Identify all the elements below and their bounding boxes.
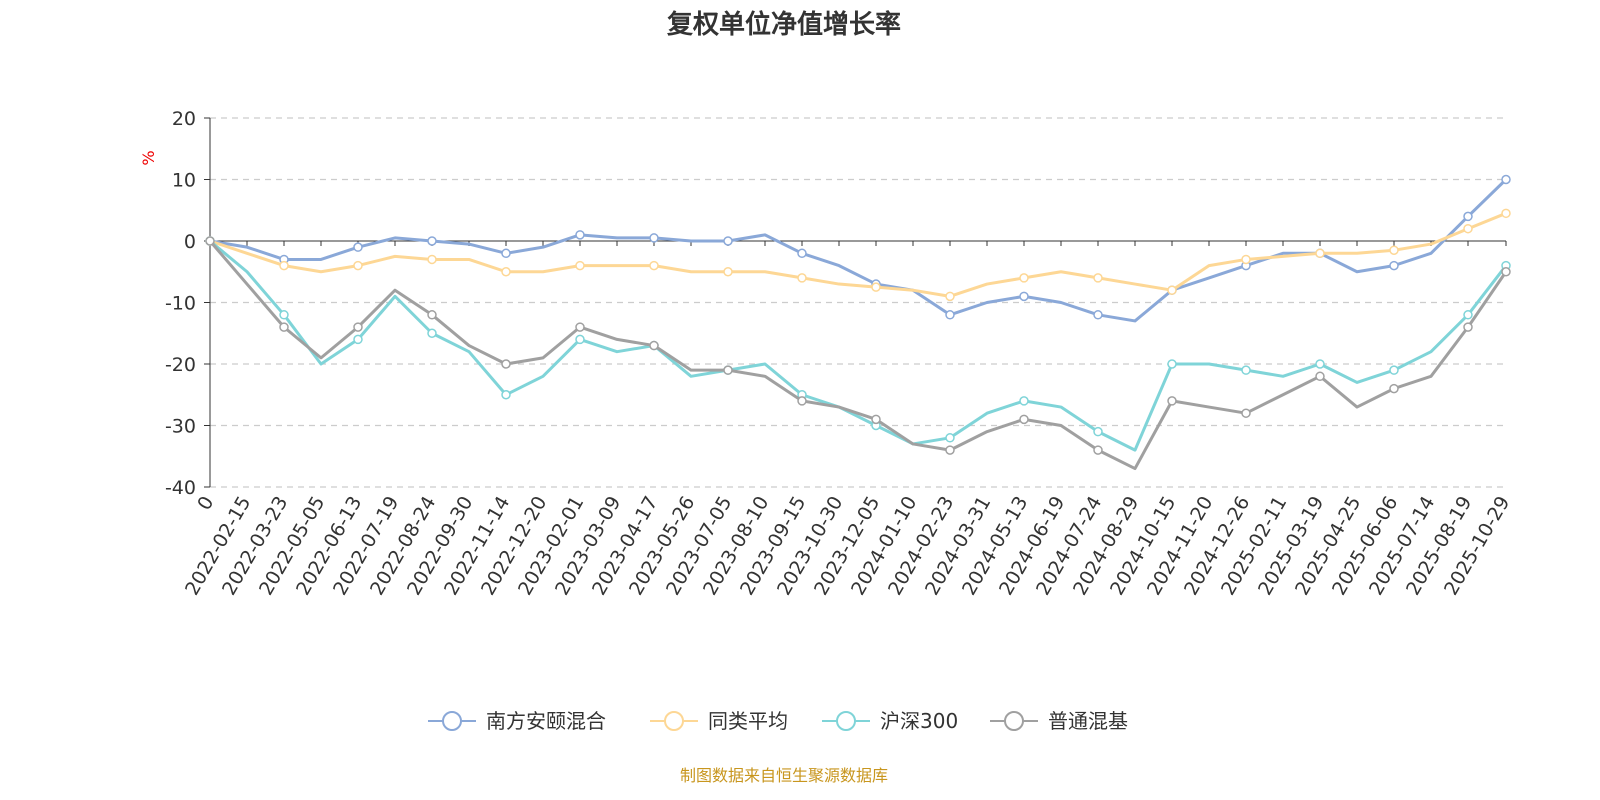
data-point <box>1389 365 1399 375</box>
data-point <box>797 248 807 259</box>
data-point <box>723 267 733 277</box>
data-point <box>501 359 511 369</box>
data-point <box>353 242 363 252</box>
data-point <box>723 236 733 246</box>
data-point <box>1093 273 1103 283</box>
data-point <box>649 340 659 351</box>
data-point <box>649 260 659 271</box>
data-point <box>1463 211 1473 222</box>
data-point <box>575 260 585 271</box>
data-point <box>723 365 733 375</box>
data-point <box>1167 359 1177 369</box>
data-point <box>1315 248 1325 259</box>
x-tick-label: 0 <box>193 493 218 514</box>
data-point <box>1315 359 1325 369</box>
data-point <box>427 254 437 265</box>
legend-marker-icon <box>1004 711 1024 731</box>
data-point <box>279 260 289 271</box>
data-point <box>205 236 215 246</box>
data-point <box>575 322 585 332</box>
source-note: 制图数据来自恒生聚源数据库 <box>679 766 888 785</box>
data-point <box>945 433 955 443</box>
data-point <box>1501 208 1511 219</box>
data-point <box>945 445 955 455</box>
data-point <box>871 282 881 292</box>
data-point <box>1241 365 1251 375</box>
data-point <box>1463 310 1473 320</box>
legend-label: 沪深300 <box>880 709 958 733</box>
data-point <box>1389 383 1399 394</box>
data-point <box>797 396 807 406</box>
data-point <box>1315 371 1325 382</box>
series-line-2 <box>209 239 1508 452</box>
series-line-0 <box>209 178 1508 323</box>
data-point <box>1019 396 1029 406</box>
data-point <box>797 273 807 283</box>
data-point <box>501 248 511 259</box>
data-point <box>353 322 363 332</box>
y-axis-label: % <box>139 150 158 165</box>
data-point <box>1241 408 1251 418</box>
data-point <box>427 236 437 246</box>
y-tick-label: 20 <box>172 108 196 130</box>
legend-marker-icon <box>664 711 684 731</box>
data-point <box>945 291 955 302</box>
data-point <box>1389 245 1399 255</box>
data-point <box>279 310 289 320</box>
legend-label: 南方安颐混合 <box>486 709 606 733</box>
data-point <box>1463 322 1473 332</box>
data-point <box>575 230 585 240</box>
data-point <box>1019 414 1029 425</box>
data-point <box>1241 254 1251 265</box>
data-point <box>1389 260 1399 271</box>
y-tick-label: -30 <box>165 416 196 438</box>
data-point <box>1167 396 1177 406</box>
data-point <box>1093 310 1103 320</box>
y-tick-label: -40 <box>165 477 196 499</box>
chart-title: 复权单位净值增长率 <box>666 10 901 40</box>
legend-marker-icon <box>442 711 462 731</box>
legend-label: 同类平均 <box>708 709 788 733</box>
data-point <box>945 310 955 320</box>
data-point <box>1093 445 1103 455</box>
y-tick-label: 0 <box>184 231 196 253</box>
y-tick-label: -10 <box>165 293 196 315</box>
y-tick-label: -20 <box>165 354 196 376</box>
data-point <box>649 233 659 243</box>
data-point <box>1019 273 1029 283</box>
data-point <box>353 334 363 345</box>
data-point <box>871 414 881 425</box>
data-point <box>353 260 363 271</box>
series-line-3 <box>208 240 1508 471</box>
data-point <box>1501 174 1511 185</box>
data-point <box>575 334 585 345</box>
data-point <box>1019 291 1029 302</box>
series-line-1 <box>209 211 1507 298</box>
data-point <box>501 390 511 400</box>
data-point <box>1501 267 1511 277</box>
data-point <box>427 328 437 338</box>
legend-marker-icon <box>836 711 856 731</box>
data-point <box>1167 285 1177 295</box>
data-point <box>427 310 437 320</box>
data-point <box>1093 426 1103 437</box>
y-tick-label: 10 <box>172 170 196 192</box>
data-point <box>279 322 289 332</box>
data-point <box>1463 223 1473 234</box>
data-point <box>501 267 511 277</box>
legend-label: 普通混基 <box>1048 709 1128 733</box>
